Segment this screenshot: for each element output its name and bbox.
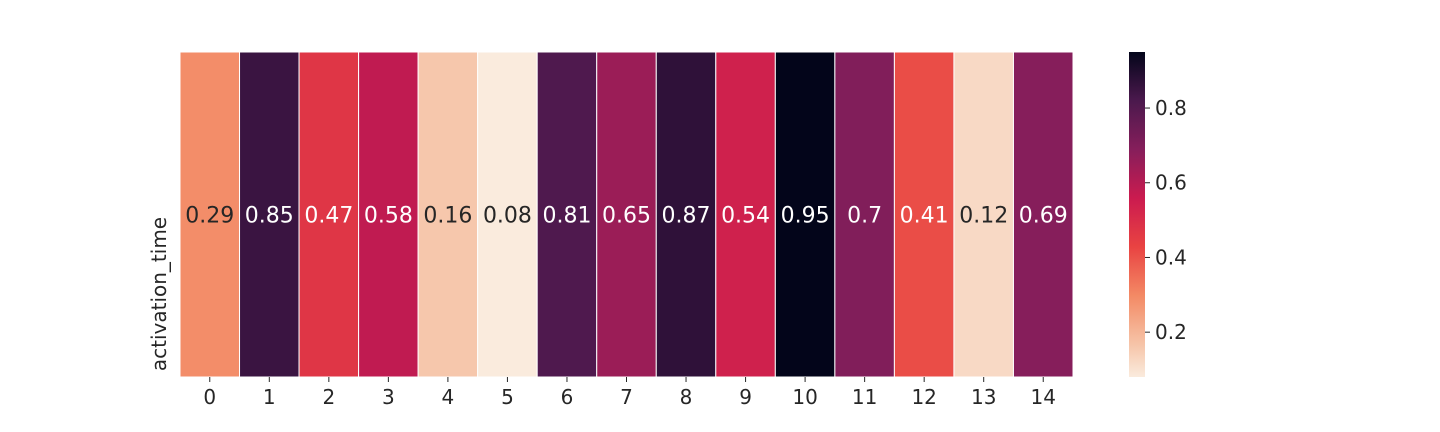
heatmap-cell xyxy=(477,51,538,378)
cell-value-label: 0.47 xyxy=(304,204,353,229)
heatmap-cell xyxy=(953,51,1014,378)
heatmap-cell xyxy=(417,51,479,378)
x-tick-label: 10 xyxy=(792,385,817,409)
heatmap-cell xyxy=(239,51,300,378)
x-tick-label: 14 xyxy=(1031,385,1056,409)
cell-value-label: 0.85 xyxy=(245,204,294,229)
cell-value-label: 0.16 xyxy=(423,204,472,229)
heatmap-cell xyxy=(358,51,419,378)
cell-value-label: 0.29 xyxy=(185,204,234,229)
cell-value-label: 0.95 xyxy=(781,204,830,229)
colorbar-tick-label: 0.2 xyxy=(1155,320,1187,344)
heatmap-cell xyxy=(834,51,895,378)
cell-value-label: 0.87 xyxy=(662,204,711,229)
cell-value-label: 0.08 xyxy=(483,204,532,229)
colorbar-tick-label: 0.4 xyxy=(1155,245,1187,269)
heatmap-cell xyxy=(298,51,360,378)
x-axis-ticks: 0 1 2 3 4 5 6 7 8 9 10 11 12 13 14 xyxy=(203,377,1056,409)
x-tick-label: 2 xyxy=(322,385,335,409)
x-tick-label: 13 xyxy=(971,385,996,409)
x-tick-label: 6 xyxy=(561,385,574,409)
heatmap-cell xyxy=(715,51,776,378)
colorbar-tick-label: 0.6 xyxy=(1155,171,1187,195)
heatmap-cells xyxy=(179,51,1074,378)
colorbar-tick-label: 0.8 xyxy=(1155,96,1187,120)
y-axis-label: activation_time xyxy=(147,217,171,371)
cell-value-label: 0.81 xyxy=(542,204,591,229)
heatmap-cell xyxy=(596,51,657,378)
x-tick-label: 8 xyxy=(680,385,693,409)
colorbar xyxy=(1129,52,1145,377)
x-tick-label: 1 xyxy=(263,385,276,409)
x-tick-label: 3 xyxy=(382,385,395,409)
x-tick-label: 7 xyxy=(620,385,633,409)
x-tick-label: 4 xyxy=(442,385,455,409)
cell-value-label: 0.7 xyxy=(847,204,882,229)
cell-value-label: 0.41 xyxy=(900,204,949,229)
cell-value-label: 0.69 xyxy=(1019,204,1068,229)
cell-value-label: 0.54 xyxy=(721,204,770,229)
x-tick-label: 0 xyxy=(203,385,216,409)
x-tick-label: 12 xyxy=(911,385,936,409)
x-tick-label: 11 xyxy=(852,385,877,409)
heatmap-cell xyxy=(1012,51,1074,378)
heatmap-cell xyxy=(893,51,955,378)
heatmap-cell xyxy=(179,51,241,378)
cell-value-label: 0.58 xyxy=(364,204,413,229)
heatmap-value-labels: 0.29 0.85 0.47 0.58 0.16 0.08 0.81 0.65 0.87 0.54… xyxy=(185,204,1067,229)
cell-value-label: 0.12 xyxy=(959,204,1008,229)
x-tick-label: 9 xyxy=(739,385,752,409)
cell-value-label: 0.65 xyxy=(602,204,651,229)
x-tick-label: 5 xyxy=(501,385,514,409)
colorbar-ticks: 0.2 0.4 0.6 0.8 xyxy=(1145,96,1187,344)
